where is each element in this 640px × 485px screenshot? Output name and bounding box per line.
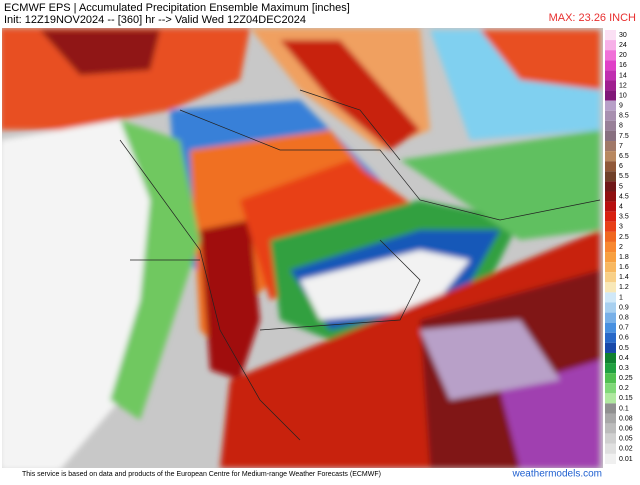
colorbar-swatch <box>605 383 616 394</box>
colorbar-label: 0.9 <box>619 304 629 311</box>
colorbar-swatch <box>605 171 616 182</box>
colorbar-swatch <box>605 322 616 333</box>
colorbar-swatch <box>605 141 616 152</box>
colorbar-label: 24 <box>619 42 627 49</box>
colorbar-label: 14 <box>619 72 627 79</box>
colorbar-swatch <box>605 50 616 61</box>
colorbar-label: 6.5 <box>619 153 629 160</box>
colorbar-swatch <box>605 352 616 364</box>
colorbar-label: 1.2 <box>619 284 629 291</box>
colorbar-swatch <box>605 221 616 232</box>
colorbar-label: 8.5 <box>619 113 629 120</box>
colorbar-label: 0.3 <box>619 365 629 372</box>
colorbar: 3024201614121098.587.576.565.554.543.532… <box>605 30 633 464</box>
colorbar-label: 1.4 <box>619 274 629 281</box>
colorbar-swatch <box>605 272 616 283</box>
colorbar-swatch <box>605 40 616 51</box>
max-label: MAX: 23.26 INCH <box>549 12 636 24</box>
colorbar-swatch <box>605 231 616 242</box>
brand[interactable]: weathermodels.com <box>512 469 602 480</box>
colorbar-label: 2 <box>619 244 623 251</box>
colorbar-swatch <box>605 302 616 313</box>
colorbar-label: 3 <box>619 224 623 231</box>
colorbar-label: 0.6 <box>619 335 629 342</box>
colorbar-label: 4.5 <box>619 193 629 200</box>
colorbar-label: 4 <box>619 203 623 210</box>
colorbar-label: 20 <box>619 52 627 59</box>
colorbar-label: 2.5 <box>619 234 629 241</box>
colorbar-swatch <box>605 252 616 263</box>
colorbar-swatch <box>605 151 616 162</box>
colorbar-swatch <box>605 282 616 293</box>
colorbar-swatch <box>605 363 616 374</box>
colorbar-label: 0.25 <box>619 375 633 382</box>
colorbar-label: 0.02 <box>619 446 633 453</box>
colorbar-label: 0.06 <box>619 426 633 433</box>
colorbar-label: 12 <box>619 82 627 89</box>
colorbar-label: 0.4 <box>619 355 629 362</box>
colorbar-swatch <box>605 413 616 424</box>
colorbar-label: 1.8 <box>619 254 629 261</box>
title: ECMWF EPS | Accumulated Precipitation En… <box>4 2 350 14</box>
colorbar-label: 0.8 <box>619 314 629 321</box>
colorbar-swatch <box>605 161 616 172</box>
colorbar-swatch <box>605 211 616 222</box>
colorbar-swatch <box>605 443 616 454</box>
colorbar-label: 1.6 <box>619 264 629 271</box>
colorbar-label: 5.5 <box>619 173 629 180</box>
colorbar-swatch <box>605 241 616 253</box>
colorbar-label: 0.01 <box>619 456 633 463</box>
colorbar-swatch <box>605 262 616 273</box>
colorbar-label: 3.5 <box>619 214 629 221</box>
colorbar-swatch <box>605 60 616 71</box>
colorbar-label: 0.7 <box>619 325 629 332</box>
credit: This service is based on data and produc… <box>22 471 381 478</box>
map <box>2 28 603 468</box>
colorbar-swatch <box>605 393 616 404</box>
colorbar-label: 8 <box>619 123 623 130</box>
colorbar-swatch <box>605 100 616 111</box>
colorbar-swatch <box>605 312 616 323</box>
colorbar-swatch <box>605 110 616 121</box>
colorbar-label: 7.5 <box>619 133 629 140</box>
colorbar-label: 7 <box>619 143 623 150</box>
colorbar-swatch <box>605 90 616 101</box>
colorbar-label: 0.1 <box>619 405 629 412</box>
colorbar-label: 10 <box>619 92 627 99</box>
colorbar-swatch <box>605 30 616 41</box>
init-line: Init: 12Z19NOV2024 -- [360] hr --> Valid… <box>4 14 306 26</box>
colorbar-swatch <box>605 453 616 464</box>
colorbar-swatch <box>605 130 616 142</box>
colorbar-label: 0.08 <box>619 415 633 422</box>
colorbar-swatch <box>605 80 616 91</box>
colorbar-swatch <box>605 373 616 384</box>
colorbar-label: 0.5 <box>619 345 629 352</box>
colorbar-swatch <box>605 433 616 444</box>
colorbar-label: 0.05 <box>619 436 633 443</box>
colorbar-swatch <box>605 70 616 81</box>
colorbar-label: 6 <box>619 163 623 170</box>
colorbar-label: 9 <box>619 103 623 110</box>
colorbar-swatch <box>605 332 616 343</box>
colorbar-swatch <box>605 191 616 202</box>
colorbar-swatch <box>605 181 616 192</box>
colorbar-label: 30 <box>619 32 627 39</box>
colorbar-label: 1 <box>619 294 623 301</box>
colorbar-swatch <box>605 201 616 212</box>
colorbar-label: 0.15 <box>619 395 633 402</box>
colorbar-swatch <box>605 120 616 131</box>
colorbar-label: 5 <box>619 183 623 190</box>
colorbar-swatch <box>605 423 616 434</box>
colorbar-label: 16 <box>619 62 627 69</box>
colorbar-swatch <box>605 342 616 353</box>
borders <box>119 89 601 441</box>
colorbar-swatch <box>605 403 616 414</box>
colorbar-label: 0.2 <box>619 385 629 392</box>
colorbar-swatch <box>605 292 616 303</box>
